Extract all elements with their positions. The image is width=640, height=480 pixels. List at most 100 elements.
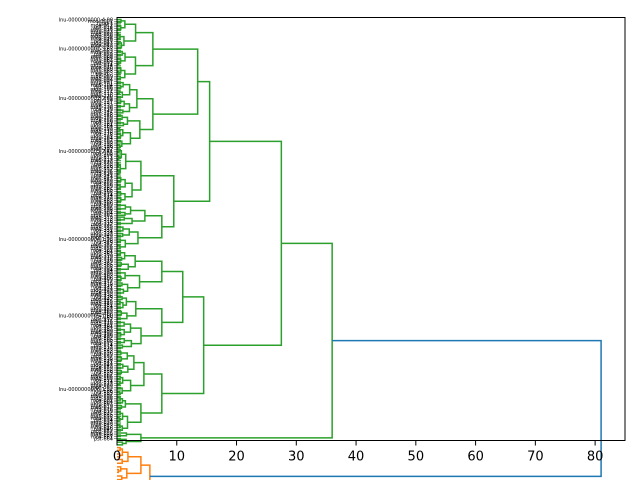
leaf-label: pst-319 bbox=[94, 220, 113, 226]
leaf-label: mpe-229 bbox=[91, 166, 113, 172]
leaf-label: lnu-0000000006-1.32 bbox=[59, 387, 113, 393]
leaf-label: mdg-173 bbox=[90, 129, 113, 135]
green-link bbox=[124, 255, 136, 268]
leaf-label: mdg-310 bbox=[90, 215, 113, 221]
leaf-label: mpe-145 bbox=[91, 111, 113, 117]
leaf-label: mos-265 bbox=[91, 187, 113, 193]
leaf-label: mdg-388 bbox=[90, 264, 113, 270]
leaf-label: pst-649 bbox=[94, 427, 113, 433]
green-link bbox=[122, 379, 132, 392]
leaf-label: mdg-148 bbox=[90, 112, 113, 118]
leaf-label: mdg-286 bbox=[90, 200, 113, 206]
leaf-label: lnu-0000000000-4.00 bbox=[59, 17, 113, 23]
orange-link bbox=[140, 464, 151, 480]
leaf-label: mos-253 bbox=[91, 180, 113, 186]
leaf-label: mdg-598 bbox=[90, 396, 113, 402]
leaf-label: mdg-164 bbox=[90, 123, 113, 129]
leaf-label: mdg-448 bbox=[90, 301, 113, 307]
leaf-label: mdg-083 bbox=[90, 69, 113, 75]
leaf-label: mdg-316 bbox=[90, 219, 113, 225]
leaf-label: pst-499 bbox=[94, 334, 113, 340]
leaf-label: mos-511 bbox=[91, 341, 113, 347]
leaf-label: mos-295 bbox=[91, 206, 113, 212]
leaf-label: mos-069 bbox=[91, 59, 113, 65]
leaf-label: mdg-074 bbox=[90, 63, 113, 69]
leaf-label: mpe-214 bbox=[91, 156, 113, 162]
leaf-label: mdg-181 bbox=[90, 134, 113, 140]
leaf-label: pst-334 bbox=[94, 230, 113, 236]
leaf-label: pst-106 bbox=[94, 85, 113, 91]
green-link bbox=[122, 83, 131, 96]
leaf-label: mpe-292 bbox=[91, 204, 113, 210]
leaf-label: mpe-184 bbox=[91, 136, 113, 142]
green-link bbox=[117, 338, 126, 344]
leaf-label: mdg-190 bbox=[90, 140, 113, 146]
leaf-label: mos-187 bbox=[91, 138, 113, 144]
orange-link bbox=[117, 453, 121, 458]
green-link bbox=[117, 250, 122, 256]
green-link bbox=[120, 153, 127, 170]
green-link bbox=[123, 23, 137, 42]
leaf-label: pst-514 bbox=[94, 343, 113, 349]
leaf-label: mos-283 bbox=[91, 198, 113, 204]
leaf-label: mdg-457 bbox=[90, 306, 113, 312]
leaf-label: pst-484 bbox=[94, 325, 113, 331]
leaf-label: mpe-580 bbox=[91, 383, 113, 389]
leaf-label: mpe-325 bbox=[91, 224, 113, 230]
x-tick-label: 80 bbox=[587, 450, 604, 465]
leaf-label: mpe-080 bbox=[91, 67, 113, 73]
green-link bbox=[140, 242, 333, 439]
leaf-label: pst-014 bbox=[94, 25, 113, 31]
leaf-label: mpe-133 bbox=[91, 103, 113, 109]
leaf-label: mos-301 bbox=[91, 209, 113, 215]
leaf-label: mdg-030 bbox=[90, 34, 113, 40]
green-link bbox=[117, 288, 125, 294]
orange-link bbox=[117, 468, 120, 474]
leaf-label: mpe-415 bbox=[91, 281, 113, 287]
leaf-label: mdg-1 bbox=[97, 21, 113, 27]
leaf-label: mos-053 bbox=[91, 48, 113, 54]
leaf-label: lnu-0000000003-2.41 bbox=[59, 149, 113, 155]
leaf-label: mpe-170 bbox=[91, 127, 113, 133]
root-link bbox=[149, 339, 602, 478]
leaf-label: mdg-646 bbox=[90, 425, 113, 431]
leaf-label: mpe-640 bbox=[91, 422, 113, 428]
x-tick-label: 30 bbox=[288, 450, 305, 465]
leaf-label: pst-142 bbox=[94, 109, 113, 115]
leaf-label: mdg-538 bbox=[90, 358, 113, 364]
leaf-label: mos-313 bbox=[91, 217, 113, 223]
leaf-label: mpe-199 bbox=[91, 145, 113, 151]
leaf-label: mdg-021 bbox=[90, 28, 113, 34]
leaf-label: mos-352 bbox=[91, 242, 113, 248]
leaf-label: mpe-023 bbox=[91, 30, 113, 36]
leaf-label: pst-379 bbox=[94, 259, 113, 265]
green-link bbox=[117, 397, 124, 404]
leaf-label: mos-532 bbox=[91, 354, 113, 360]
leaf-label: pst-223 bbox=[94, 162, 113, 168]
leaf-label: pst-071 bbox=[94, 61, 113, 67]
leaf-label: mpe-101 bbox=[91, 81, 113, 87]
leaf-label: mdg-628 bbox=[90, 414, 113, 420]
leaf-label: mpe-156 bbox=[91, 118, 113, 124]
leaf-label: mos-120 bbox=[91, 94, 113, 100]
leaf-label: mdg-508 bbox=[90, 339, 113, 345]
green-link bbox=[122, 116, 129, 125]
x-tick-label: 50 bbox=[408, 450, 425, 465]
leaf-label: pst-589 bbox=[94, 391, 113, 397]
leaf-label: mos-541 bbox=[91, 359, 113, 365]
leaf-label: mos-085 bbox=[91, 70, 113, 76]
leaf-label: pst-241 bbox=[94, 173, 113, 179]
leaf-label: mos-111 bbox=[91, 89, 113, 95]
leaf-label: mos-382 bbox=[91, 261, 113, 267]
green-link bbox=[124, 323, 132, 333]
leaf-label: mdg-517 bbox=[90, 345, 113, 351]
leaf-label: mos-159 bbox=[91, 120, 113, 126]
leaf-label: mdg-118 bbox=[90, 92, 113, 98]
leaf-label: mos-652 bbox=[91, 429, 113, 435]
leaf-label: lnu-0000000004-1.95 bbox=[59, 237, 113, 243]
green-link bbox=[117, 441, 124, 446]
leaf-label: mos-373 bbox=[91, 255, 113, 261]
green-link bbox=[124, 56, 137, 75]
leaf-label: mos-412 bbox=[91, 279, 113, 285]
